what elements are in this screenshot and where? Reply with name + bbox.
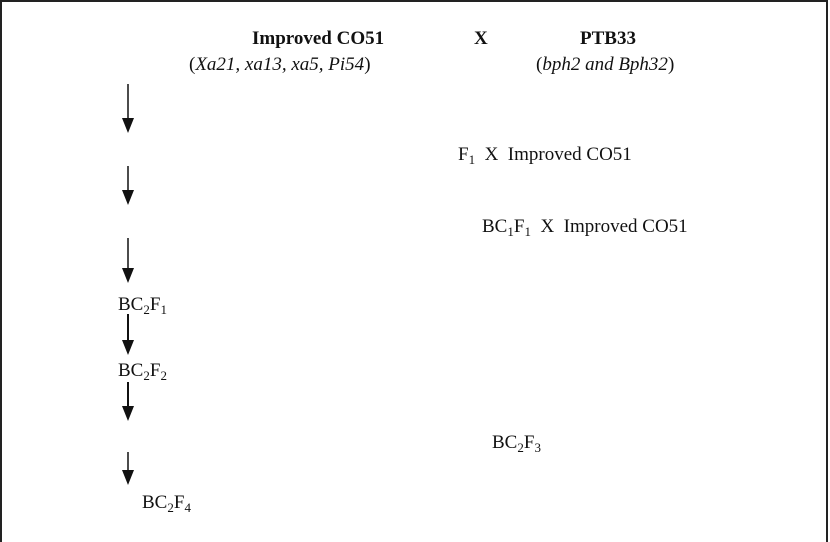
parent1-genes: (Xa21, xa13, xa5, Pi54): [189, 54, 371, 75]
arrow-down-icon: [122, 84, 134, 133]
parent2-gene-list: bph2 and Bph32: [542, 54, 668, 75]
generation-bc2f3: BC2F3: [492, 432, 541, 455]
generation-bc2f1: BC2F1: [118, 294, 167, 317]
subscript: 2: [143, 368, 150, 383]
cross-symbol: X: [474, 28, 488, 49]
subscript: 2: [160, 368, 167, 383]
subscript: 3: [534, 440, 541, 455]
arrow-down-icon: [122, 238, 134, 283]
arrow-down-icon: [122, 382, 134, 421]
parent1-name: Improved CO51: [252, 28, 385, 49]
arrow-down-icon: [122, 314, 134, 355]
parent1-gene-list: Xa21, xa13, xa5, Pi54: [195, 54, 365, 75]
parent2-name: PTB33: [580, 28, 636, 49]
arrow-down-icon: [122, 452, 134, 485]
backcross-parent-label: X Improved CO51: [530, 216, 688, 237]
subscript: 2: [143, 302, 150, 317]
subscript: 1: [507, 224, 514, 239]
subscript: 2: [517, 440, 524, 455]
subscript: 1: [524, 224, 531, 239]
arrow-down-icon: [122, 166, 134, 205]
generation-bc2f2: BC2F2: [118, 360, 167, 383]
subscript: 1: [160, 302, 167, 317]
generation-bc2f4: BC2F4: [142, 492, 191, 515]
parent2-genes: (bph2 and Bph32): [536, 54, 675, 75]
subscript: 4: [184, 500, 191, 515]
generation-f1: F1 X Improved CO51: [458, 144, 632, 167]
subscript: 2: [167, 500, 174, 515]
generation-bc1f1: BC1F1 X Improved CO51: [482, 216, 688, 239]
backcross-parent-label: X Improved CO51: [475, 144, 632, 165]
subscript: 1: [468, 152, 476, 167]
